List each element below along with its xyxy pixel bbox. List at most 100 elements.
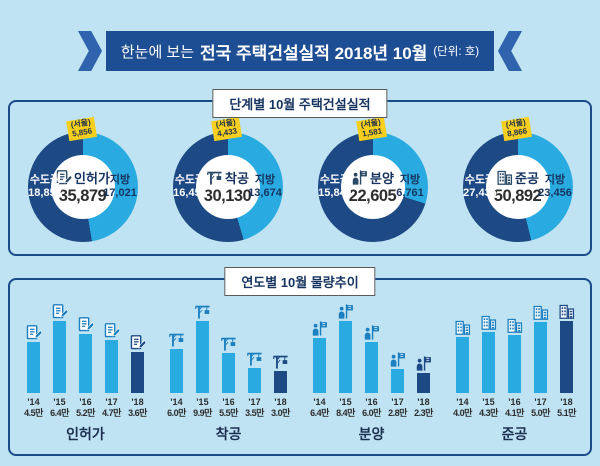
bar (222, 352, 235, 393)
bar-cell (48, 303, 72, 393)
donut-center: 준공 50,892 (485, 155, 550, 219)
crane-icon (193, 303, 212, 320)
donut-ring-sales: 분양 22,605 (317, 132, 428, 242)
sales-flag-icon (414, 355, 433, 372)
bar-cell (243, 350, 267, 393)
bar-group-starts: '14 6.0만 '15 9.9만 '16 5.5만 '17 3.5만 '18 3.0만 … (157, 297, 300, 445)
bar-cell (360, 324, 384, 393)
bar-group-sales: '14 6.4만 '15 8.4만 '16 6.0만 '17 2.8만 '18 2.3만 … (300, 297, 443, 445)
bar-cell (477, 314, 501, 393)
bar-labels: '14 6.0만 '15 9.9만 '16 5.5만 '17 3.5만 '18 3.0만 (167, 396, 290, 418)
bar (196, 320, 209, 393)
header-prefix: 한눈에 보는 (120, 43, 195, 61)
buildings-icon (531, 304, 550, 321)
bar (391, 368, 404, 393)
sales-flag-icon (388, 351, 407, 368)
bar-cell (451, 319, 475, 393)
donut-total: 22,605 (348, 187, 397, 205)
capital-region-label: 수도권 27,436 (463, 174, 497, 199)
donut-total: 50,892 (493, 187, 542, 205)
crane-icon (245, 350, 264, 367)
bar-cell (386, 351, 410, 393)
capital-region-label: 수도권 18,858 (28, 174, 62, 199)
group-name: 분양 (358, 426, 385, 442)
bar-cell-current-year (269, 353, 293, 393)
donut-ring-completions: 준공 50,892 (462, 132, 573, 242)
bar-cell (308, 320, 332, 393)
province-label: 지방 13,674 (248, 174, 282, 199)
bar-cell (191, 303, 215, 393)
bar-labels: '14 6.4만 '15 8.4만 '16 6.0만 '17 2.8만 '18 2.3만 (310, 396, 433, 418)
section1-panel: 인허가 35,879 수도권 18,858 지방 17,021 (서울) 5,856 (8, 100, 592, 256)
bar-cell (22, 324, 46, 393)
group-name: 인허가 (66, 426, 105, 442)
bar-cell (503, 317, 527, 393)
province-label: 지방 17,021 (103, 174, 137, 199)
bar (53, 320, 66, 393)
donut-ring-starts: 착공 30,130 (172, 132, 283, 242)
bar (482, 331, 495, 393)
bar (105, 339, 118, 393)
ribbon-right-chevron-icon (498, 31, 522, 71)
donut-label: 준공 (515, 171, 539, 186)
bar-cell (100, 322, 124, 393)
bar (534, 321, 547, 393)
bar (27, 341, 40, 393)
bar (365, 341, 378, 393)
bar-cell (334, 303, 358, 393)
bar (313, 337, 326, 393)
donut-completions: 준공 50,892 수도권 27,436 지방 23,456 (서울) 8,866 (445, 102, 590, 254)
bar (170, 348, 183, 393)
bar-cell-current-year (555, 303, 579, 393)
donut-ring-permits: 인허가 35,879 (27, 132, 138, 242)
sales-flag-icon (336, 303, 355, 320)
bar (560, 320, 573, 393)
buildings-icon (505, 317, 524, 334)
sales-flag-icon (362, 324, 381, 341)
province-label: 지방 23,456 (538, 174, 572, 199)
bar (131, 351, 144, 393)
sales-flag-icon (310, 320, 329, 337)
bar-cell (217, 335, 241, 393)
donut-label: 인허가 (74, 171, 110, 186)
donut-center: 착공 30,130 (195, 155, 260, 219)
page-title: 전국 주택건설실적 2018년 10월 (200, 43, 428, 63)
bar-labels: '14 4.0만 '15 4.3만 '16 4.1만 '17 5.0만 '18 5.1만 (453, 396, 576, 418)
capital-region-label: 수도권 15,844 (318, 174, 352, 199)
section2-title: 연도별 10월 물량추이 (224, 267, 376, 296)
section1-title: 단계별 10월 주택건설실적 (212, 89, 388, 118)
bar-cell (165, 331, 189, 393)
bar (456, 336, 469, 393)
ribbon-left-chevron-icon (78, 31, 102, 71)
bar (248, 367, 261, 393)
buildings-icon (557, 303, 576, 320)
permit-document-icon (76, 316, 95, 333)
bar (339, 320, 352, 393)
section2-panel: '14 4.5만 '15 6.4만 '16 5.2만 '17 4.7만 '18 3.6만 … (8, 278, 592, 456)
crane-icon (271, 353, 290, 370)
bar-cell (74, 316, 98, 393)
bar (508, 334, 521, 393)
buildings-icon (453, 319, 472, 336)
donut-label: 분양 (370, 171, 394, 186)
header-ribbon: 한눈에 보는 전국 주택건설실적 2018년 10월 (단위: 호) (106, 31, 494, 71)
bar-group-permits: '14 4.5만 '15 6.4만 '16 5.2만 '17 4.7만 '18 3.6만 … (14, 297, 157, 445)
donut-starts: 착공 30,130 수도권 16,456 지방 13,674 (서울) 4,433 (155, 102, 300, 254)
crane-icon (167, 331, 186, 348)
crane-icon (219, 335, 238, 352)
donut-center: 분양 22,605 (340, 155, 405, 219)
permit-document-icon (128, 334, 147, 351)
permit-document-icon (102, 322, 121, 339)
capital-region-label: 수도권 16,456 (173, 174, 207, 199)
donut-total: 30,130 (203, 187, 252, 205)
group-name: 준공 (501, 426, 528, 442)
permit-document-icon (50, 303, 69, 320)
donut-row: 인허가 35,879 수도권 18,858 지방 17,021 (서울) 5,856 (10, 102, 590, 254)
bar-labels: '14 4.5만 '15 6.4만 '16 5.2만 '17 4.7만 '18 3.6만 (24, 396, 147, 418)
bar-group-completions: '14 4.0만 '15 4.3만 '16 4.1만 '17 5.0만 '18 5.1만 … (443, 297, 586, 445)
bar (417, 372, 430, 393)
donut-sales: 분양 22,605 수도권 15,844 지방 6,761 (서울) 1,581 (300, 102, 445, 254)
buildings-icon (479, 314, 498, 331)
permit-document-icon (24, 324, 43, 341)
